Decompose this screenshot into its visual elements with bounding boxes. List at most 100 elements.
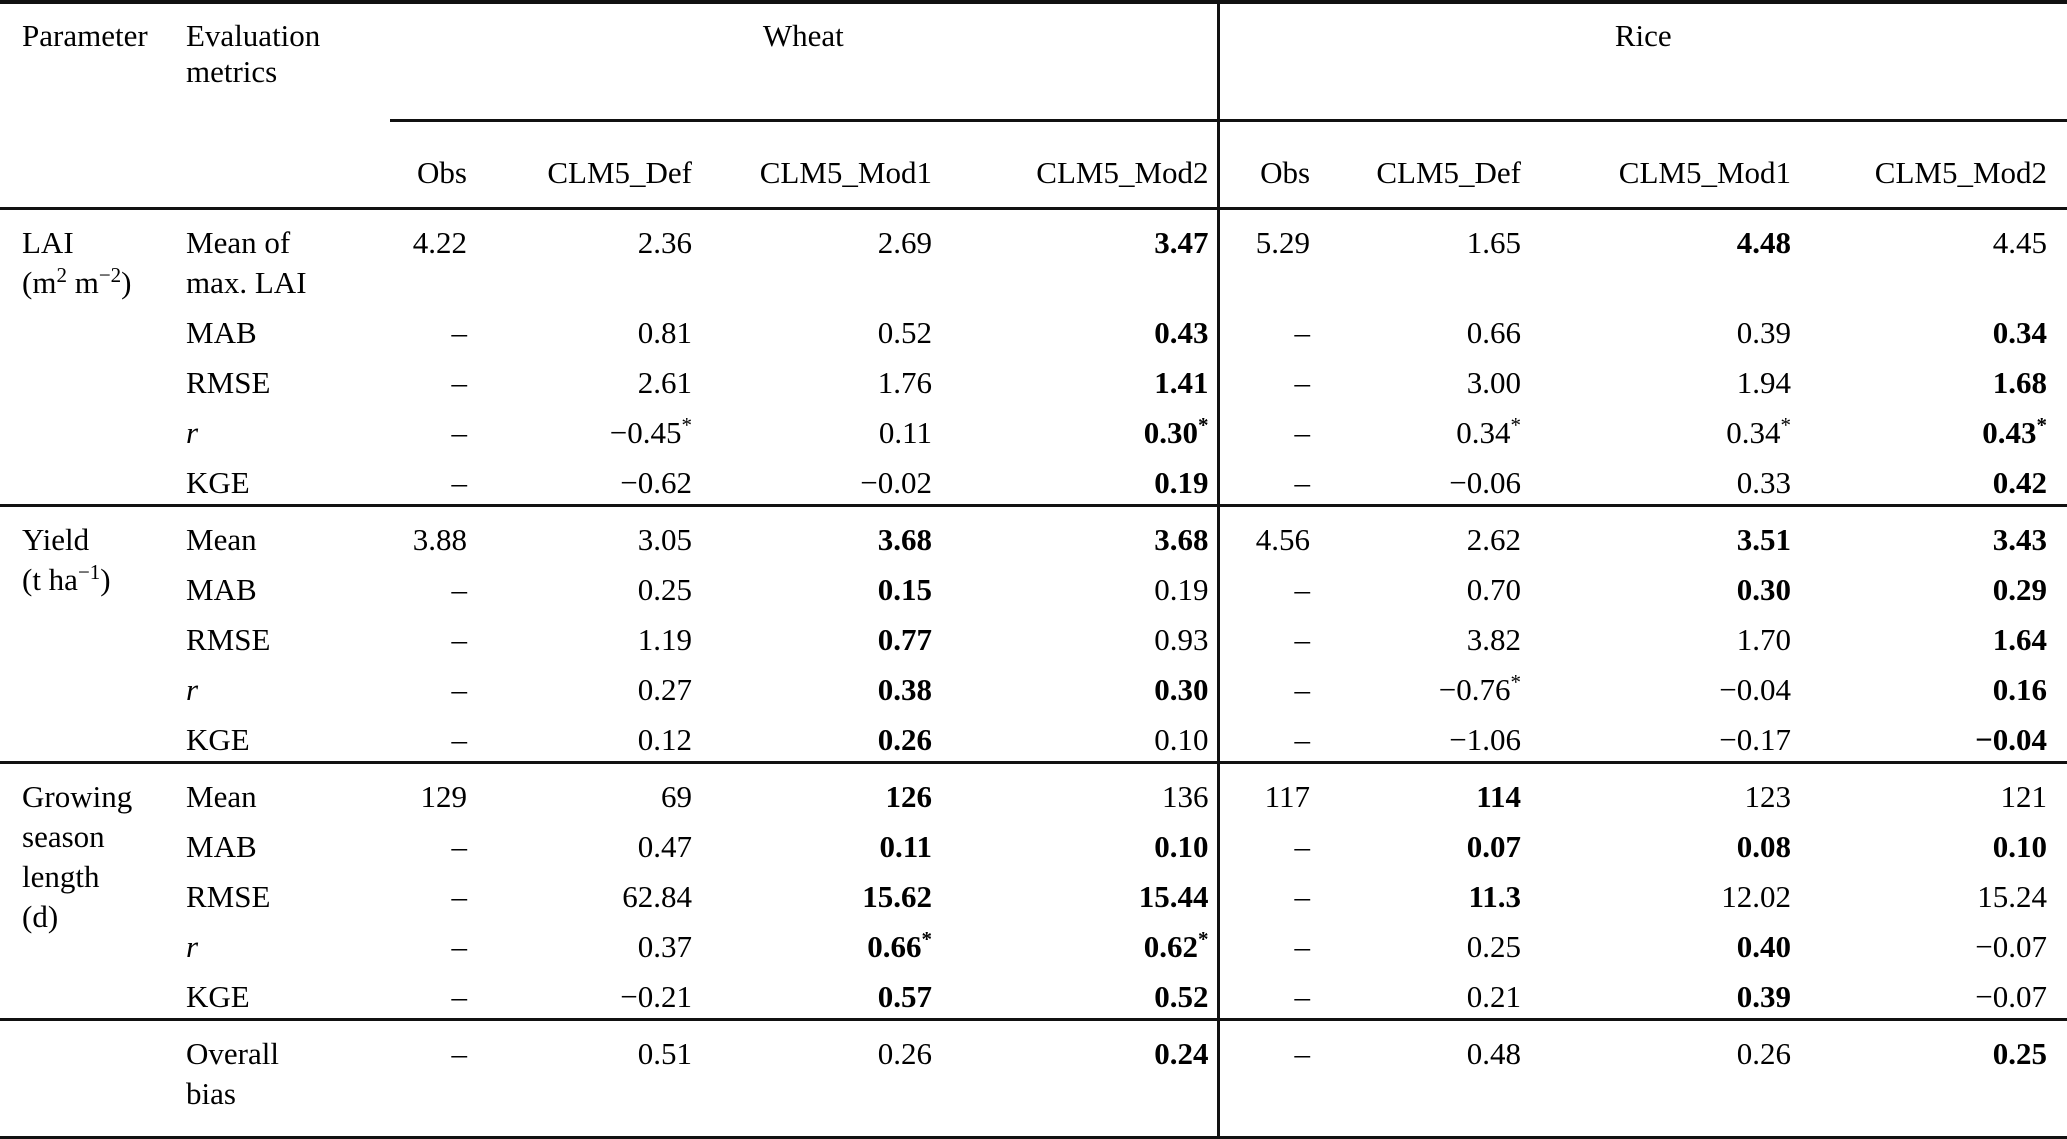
- value-cell: −0.07: [1975, 929, 2048, 964]
- value-cell: –: [1218, 1018, 1319, 1139]
- value-cell: 0.34*: [1726, 413, 1792, 451]
- value-cell: 0.29: [1992, 572, 2048, 607]
- value-cell: 69: [475, 761, 700, 818]
- value-cell: 0.19: [940, 561, 1220, 611]
- value-cell: –: [451, 879, 468, 914]
- value-cell: 0.12: [637, 722, 692, 757]
- value-cell: –: [451, 979, 468, 1014]
- value-cell: –: [1294, 415, 1311, 450]
- value-cell: 3.82: [1466, 622, 1522, 657]
- value-cell: 11.3: [1468, 879, 1522, 914]
- value-cell: 0.81: [637, 315, 692, 350]
- metric-label: RMSE: [186, 879, 271, 914]
- value-cell: 0.10: [940, 711, 1220, 763]
- value-cell: 2.62: [1318, 504, 1530, 561]
- rice-clm5-mod1-column-header: CLM5_Mod1: [1529, 120, 1800, 210]
- metrics-header: Evaluation metrics: [185, 0, 390, 210]
- value-cell: 15.62: [862, 879, 932, 914]
- wheat-clm5-mod2-column-header: CLM5_Mod2: [940, 120, 1220, 210]
- value-cell: 114: [1318, 761, 1530, 818]
- value-cell: 0.37: [637, 929, 692, 964]
- rice-clm5-mod2-column-header: CLM5_Mod2: [1799, 120, 2067, 210]
- value-cell: 3.43: [1799, 504, 2067, 561]
- value-cell: 1.94: [1736, 365, 1792, 400]
- metric-label: KGE: [186, 979, 250, 1014]
- value-cell: –: [1294, 722, 1311, 757]
- value-cell: –: [451, 572, 468, 607]
- value-cell: 126: [700, 761, 940, 818]
- value-cell: 0.10: [1992, 829, 2048, 864]
- value-cell: −0.07: [1975, 979, 2048, 1014]
- metric-label: r: [186, 672, 199, 707]
- value-cell: 0.26: [700, 1018, 940, 1139]
- value-cell: 0.40: [1736, 929, 1792, 964]
- value-cell: –: [451, 415, 468, 450]
- value-cell: 15.44: [940, 868, 1220, 918]
- value-cell: 2.69: [877, 225, 932, 260]
- value-cell: 4.22: [412, 225, 467, 260]
- wheat-clm5-def-column-header: CLM5_Def: [475, 120, 700, 210]
- value-cell: 0.10: [940, 818, 1220, 868]
- value-cell: –: [451, 465, 468, 500]
- value-cell: 0.30: [1736, 572, 1792, 607]
- value-cell: 1.76: [877, 365, 932, 400]
- table-body: LAI (m2 m−2) Mean of max. LAI 4.22 2.36 2.69 3.…: [0, 208, 2067, 1139]
- value-cell: 0.34: [1992, 315, 2048, 350]
- value-cell: −0.76*: [1438, 670, 1522, 708]
- value-cell: 0.43*: [1982, 413, 2048, 451]
- parameter-header: Parameter: [0, 0, 185, 210]
- value-cell: 12.02: [1721, 879, 1792, 914]
- value-cell: –: [1294, 622, 1311, 657]
- value-cell: 62.84: [622, 879, 692, 914]
- value-cell: 1.19: [637, 622, 692, 657]
- value-cell: –: [451, 929, 468, 964]
- metric-label: Mean: [185, 761, 390, 818]
- value-cell: 0.52: [877, 315, 932, 350]
- metric-label: RMSE: [186, 365, 271, 400]
- value-cell: 0.42: [1992, 465, 2048, 500]
- value-cell: 0.25: [1799, 1018, 2067, 1139]
- value-cell: 0.51: [475, 1018, 700, 1139]
- metric-label: r: [186, 415, 199, 450]
- metric-label: MAB: [186, 572, 257, 607]
- value-cell: −0.04: [1719, 672, 1792, 707]
- value-cell: –: [451, 672, 468, 707]
- param-label: LAI (m2 m−2): [22, 225, 132, 300]
- value-cell: –: [1294, 879, 1311, 914]
- value-cell: 0.25: [1466, 929, 1522, 964]
- value-cell: 121: [1799, 761, 2067, 818]
- metric-label: RMSE: [186, 622, 271, 657]
- value-cell: 15.24: [1977, 879, 2048, 914]
- value-cell: 5.29: [1255, 225, 1311, 260]
- metric-label: Mean of max. LAI: [186, 225, 307, 300]
- value-cell: −1.06: [1449, 722, 1522, 757]
- value-cell: 0.08: [1736, 829, 1792, 864]
- value-cell: –: [1294, 829, 1311, 864]
- value-cell: –: [451, 315, 468, 350]
- value-cell: 0.66*: [867, 927, 932, 965]
- value-cell: 0.77: [877, 622, 932, 657]
- value-cell: –: [1294, 672, 1311, 707]
- rice-group-header: Rice: [1218, 0, 2067, 122]
- value-cell: –: [1294, 929, 1311, 964]
- value-cell: 0.30*: [940, 404, 1220, 454]
- value-cell: 1.64: [1992, 622, 2048, 657]
- value-cell: −0.02: [860, 465, 932, 500]
- value-cell: 0.93: [940, 611, 1220, 661]
- metric-label: MAB: [186, 315, 257, 350]
- value-cell: 3.05: [475, 504, 700, 561]
- value-cell: 0.70: [1466, 572, 1522, 607]
- value-cell: 0.11: [879, 829, 932, 864]
- value-cell: −0.17: [1719, 722, 1792, 757]
- wheat-group-header: Wheat: [390, 0, 1220, 122]
- param-label: Growing season length (d): [0, 761, 185, 1020]
- value-cell: 0.48: [1318, 1018, 1530, 1139]
- value-cell: 0.21: [1466, 979, 1522, 1014]
- value-cell: 0.38: [877, 672, 932, 707]
- value-cell: 0.25: [637, 572, 692, 607]
- value-cell: −0.06: [1449, 465, 1522, 500]
- value-cell: 3.88: [390, 504, 475, 561]
- value-cell: –: [1294, 465, 1311, 500]
- value-cell: 136: [940, 761, 1220, 818]
- value-cell: 0.07: [1466, 829, 1522, 864]
